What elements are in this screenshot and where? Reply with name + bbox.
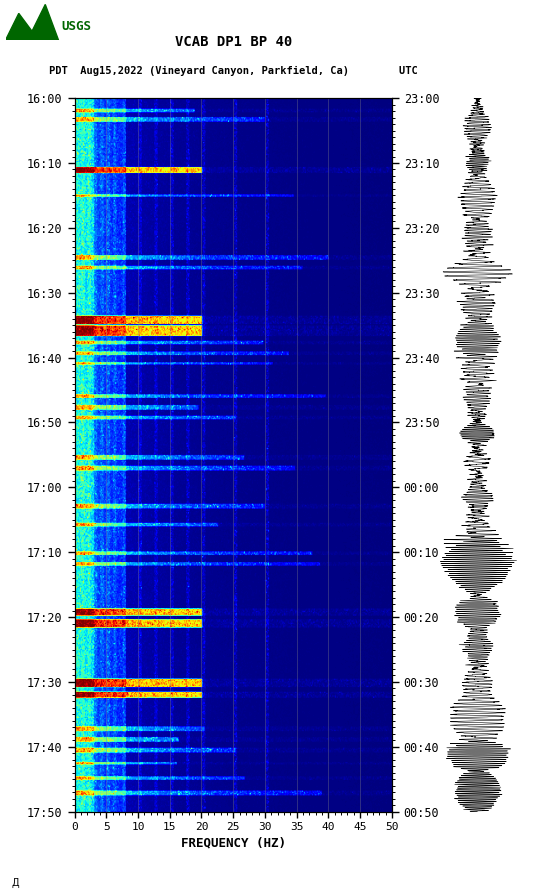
Polygon shape: [6, 4, 59, 40]
X-axis label: FREQUENCY (HZ): FREQUENCY (HZ): [181, 837, 286, 849]
Text: USGS: USGS: [62, 21, 92, 33]
Text: PDT  Aug15,2022 (Vineyard Canyon, Parkfield, Ca)        UTC: PDT Aug15,2022 (Vineyard Canyon, Parkfie…: [49, 66, 418, 76]
Text: VCAB DP1 BP 40: VCAB DP1 BP 40: [174, 35, 292, 49]
Text: Д: Д: [11, 878, 19, 888]
